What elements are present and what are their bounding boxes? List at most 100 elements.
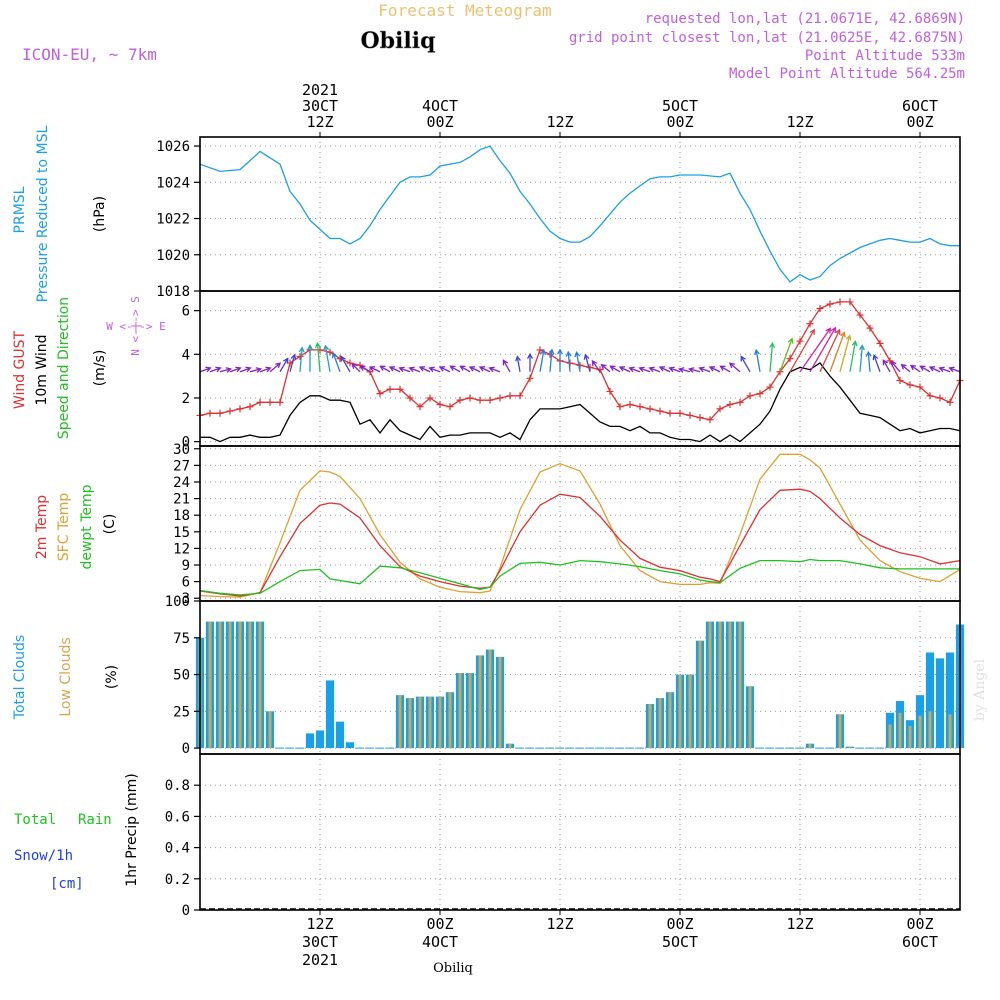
wind-arrow-head: [728, 362, 735, 369]
dewpt-label: dewpt Temp: [79, 484, 95, 569]
wind-arrow-shaft: [351, 363, 361, 373]
wind-arrow-shaft: [901, 364, 911, 373]
gust-marker: [376, 390, 384, 398]
gust-marker: [726, 401, 734, 409]
wind-arrow-shaft: [259, 367, 271, 373]
wind-arrow-head: [548, 348, 555, 355]
speed-direction-label: Speed and Direction: [56, 297, 72, 439]
wind-arrow-shaft: [549, 349, 553, 372]
low-cloud-bar: [478, 655, 482, 749]
low-cloud-bar: [908, 726, 912, 749]
wind-arrow-shaft: [369, 366, 381, 373]
top-time-label: 6OCT: [902, 97, 938, 115]
y-tick-label: 0.8: [165, 778, 190, 794]
low-cloud-bar: [948, 714, 952, 749]
prmsl-label: PRMSL: [12, 186, 28, 233]
y-tick-label: 100: [165, 594, 190, 610]
y-tick-label: 30: [173, 442, 190, 458]
wind-arrow-head: [459, 365, 466, 371]
y-tick-label: 27: [173, 458, 190, 474]
watermark: by Angel: [972, 658, 988, 721]
low-cloud-bar: [698, 640, 702, 749]
y-tick-label: 50: [173, 668, 190, 684]
wind-arrow-head: [938, 366, 945, 373]
low-cloud-bar: [668, 692, 672, 749]
wind-arrow-head: [835, 328, 841, 335]
wind-arrow-head: [540, 348, 547, 356]
wind-arrow-head: [719, 365, 726, 371]
wind-arrow-head: [557, 348, 563, 355]
y-tick-label: 18: [173, 508, 190, 524]
gust-marker: [436, 401, 444, 409]
gust-marker: [866, 324, 874, 332]
total-cloud-bar: [335, 721, 345, 749]
bottom-time-label: 00Z: [666, 915, 693, 933]
bottom-time-label: 00Z: [426, 915, 453, 933]
wind-arrow-shaft: [740, 356, 751, 373]
gridpoint-coords: grid point closest lon,lat (21.0625E, 42…: [569, 30, 965, 46]
gust-marker: [626, 401, 634, 409]
top-time-label: 30CT: [302, 97, 338, 115]
gust-marker: [246, 403, 254, 411]
footer-location: Obiliq: [433, 961, 473, 976]
wind-arrow-head: [698, 366, 705, 373]
sfc-temp-line: [199, 453, 961, 598]
gust-marker: [916, 383, 924, 391]
wind-arrow-head: [379, 365, 386, 371]
gust-marker: [926, 392, 934, 400]
bottom-time-label: 4OCT: [422, 933, 458, 951]
low-cloud-bar: [888, 724, 892, 749]
panel-frame: [199, 600, 961, 755]
y-tick-label: 75: [173, 631, 190, 647]
wind-arrow-shaft: [689, 368, 701, 373]
point-altitude: Point Altitude 533m: [805, 48, 965, 64]
top-time-label: 2021: [302, 81, 338, 99]
wind-arrow-shaft: [591, 360, 601, 373]
top-time-label: 12Z: [546, 113, 573, 131]
wind-arrow-head: [609, 365, 616, 371]
low-cloud-bar: [458, 673, 462, 749]
panel-frame: [199, 136, 961, 292]
gust-marker: [846, 298, 854, 306]
wind-arrow-head: [307, 344, 313, 351]
gust-marker: [426, 394, 434, 402]
gust-marker: [936, 394, 944, 402]
wind-arrow-head: [438, 366, 446, 372]
low-cloud-bar: [408, 698, 412, 749]
low-cloud-bar: [268, 711, 272, 749]
wind-arrow-head: [865, 350, 872, 357]
wind-arrow-shaft: [929, 366, 941, 373]
y-tick-label: 0.2: [165, 872, 190, 888]
wind-arrow-shaft: [479, 366, 491, 373]
gust-marker: [756, 390, 764, 398]
wind-gust-line: [199, 301, 961, 421]
wind-arrow-shaft: [219, 368, 231, 373]
low-clouds-label: Low Clouds: [58, 637, 74, 716]
gust-marker: [746, 392, 754, 400]
axes-layer: 1018102010221024102602463691215182124273…: [156, 81, 938, 969]
low-cloud-bar: [648, 703, 652, 749]
wind-arrow-head: [245, 366, 252, 373]
wind-arrow-head: [909, 364, 917, 371]
y-tick-label: 24: [173, 475, 190, 491]
wind-arrow-head: [858, 344, 865, 351]
wind-arrow-head: [314, 341, 321, 349]
low-cloud-bar: [428, 696, 432, 749]
wind10m-line: [200, 362, 961, 443]
y-tick-label: 1022: [156, 212, 190, 228]
compass-we-label: W <-|-> E: [106, 320, 166, 333]
celsius-unit-label: (C): [102, 514, 118, 535]
wind-arrow-shaft: [779, 338, 793, 372]
y-tick-label: 1020: [156, 248, 190, 264]
wind-arrow-shaft: [920, 365, 931, 373]
wind-arrow-head: [638, 366, 645, 373]
gust-marker: [766, 383, 774, 391]
panel5-labels: Total Rain Snow/1h [cm] 1hr Precip (mm): [14, 773, 140, 892]
y-tick-label: 3: [182, 591, 190, 607]
wind-arrow-shaft: [873, 355, 881, 372]
wind-arrow-shaft: [910, 364, 921, 373]
compass-ns-label: N <-|-> S: [129, 296, 142, 356]
wind-arrow-head: [323, 344, 330, 351]
wind-arrow-head: [351, 363, 358, 369]
pressure-line: [199, 145, 960, 283]
